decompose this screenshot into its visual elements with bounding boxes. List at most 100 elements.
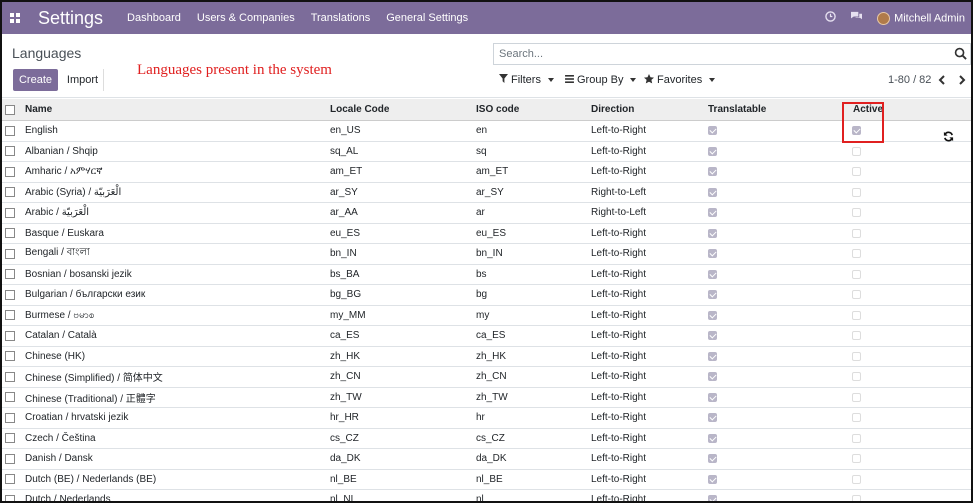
cell-name: Czech / Čeština	[25, 432, 96, 444]
row-select-checkbox[interactable]	[5, 470, 15, 490]
translatable-checkbox	[708, 429, 717, 449]
active-checkbox	[852, 429, 861, 449]
cell-locale-code: zh_TW	[330, 391, 362, 403]
translatable-checkbox	[708, 265, 717, 285]
table-row[interactable]: Dutch (BE) / Nederlands (BE) nl_BE nl_BE Le…	[2, 470, 971, 490]
row-select-checkbox[interactable]	[5, 142, 15, 162]
select-all-checkbox[interactable]	[5, 99, 15, 120]
search-icon[interactable]	[954, 47, 967, 63]
cell-name: Bengali / বাংলা	[25, 247, 90, 259]
app-title[interactable]: Settings	[38, 7, 104, 28]
row-select-checkbox[interactable]	[5, 244, 15, 264]
cell-direction: Left-to-Right	[591, 391, 647, 403]
user-menu[interactable]: Mitchell Admin	[877, 11, 965, 25]
row-select-checkbox[interactable]	[5, 183, 15, 203]
menu-general-settings[interactable]: General Settings	[386, 12, 469, 24]
cell-locale-code: ar_AA	[330, 207, 358, 219]
cell-direction: Left-to-Right	[591, 473, 647, 485]
cell-direction: Right-to-Left	[591, 207, 647, 219]
active-checkbox	[852, 265, 861, 285]
favorites-label: Favorites	[657, 74, 703, 86]
cell-locale-code: sq_AL	[330, 145, 359, 157]
table-row[interactable]: Chinese (Traditional) / 正體字 zh_TW zh_TW Lef…	[2, 388, 971, 408]
cell-direction: Left-to-Right	[591, 371, 647, 383]
row-select-checkbox[interactable]	[5, 326, 15, 346]
column-iso-code[interactable]: ISO code	[476, 104, 520, 115]
cell-locale-code: zh_HK	[330, 350, 361, 362]
row-select-checkbox[interactable]	[5, 449, 15, 469]
table-row[interactable]: Bengali / বাংলা bn_IN bn_IN Left-to-Right	[2, 244, 971, 265]
row-select-checkbox[interactable]	[5, 285, 15, 305]
row-select-checkbox[interactable]	[5, 306, 15, 326]
cell-iso-code: bg	[476, 289, 488, 301]
cell-locale-code: my_MM	[330, 309, 366, 321]
translatable-checkbox	[708, 367, 717, 387]
row-select-checkbox[interactable]	[5, 162, 15, 182]
activity-clock-icon[interactable]	[825, 11, 836, 25]
filters-button[interactable]: Filters	[499, 70, 554, 90]
active-checkbox	[852, 203, 861, 223]
menu-translations[interactable]: Translations	[310, 12, 371, 24]
create-button[interactable]: Create	[13, 69, 58, 91]
search-input[interactable]: Search...	[493, 43, 971, 65]
table-row[interactable]: Croatian / hrvatski jezik hr_HR hr Left-to-…	[2, 408, 971, 429]
cell-locale-code: nl_BE	[330, 473, 357, 485]
messaging-chat-icon[interactable]	[850, 11, 863, 25]
active-checkbox	[852, 490, 861, 501]
table-row[interactable]: English en_US en Left-to-Right	[2, 121, 971, 142]
row-select-checkbox[interactable]	[5, 224, 15, 244]
table-row[interactable]: Albanian / Shqip sq_AL sq Left-to-Right	[2, 142, 971, 162]
column-name[interactable]: Name	[25, 104, 53, 115]
table-row[interactable]: Bosnian / bosanski jezik bs_BA bs Left-to-R…	[2, 265, 971, 285]
table-row[interactable]: Chinese (HK) zh_HK zh_HK Left-to-Right	[2, 347, 971, 367]
table-row[interactable]: Dutch / Nederlands nl_NL nl Left-to-Right	[2, 490, 971, 501]
top-navbar: Settings Dashboard Users & Companies Tra…	[2, 2, 971, 34]
active-checkbox	[852, 285, 861, 305]
cell-iso-code: eu_ES	[476, 227, 507, 239]
row-select-checkbox[interactable]	[5, 265, 15, 285]
table-row[interactable]: Bulgarian / български език bg_BG bg Left-to…	[2, 285, 971, 306]
cell-name: Amharic / አምሃርኛ	[25, 166, 103, 178]
table-row[interactable]: Catalan / Català ca_ES ca_ES Left-to-Right	[2, 326, 971, 347]
cell-locale-code: en_US	[330, 125, 361, 137]
row-select-checkbox[interactable]	[5, 203, 15, 223]
apps-menu-icon[interactable]	[4, 2, 26, 34]
table-row[interactable]: Danish / Dansk da_DK da_DK Left-to-Right	[2, 449, 971, 470]
menu-users-companies[interactable]: Users & Companies	[196, 12, 295, 24]
column-direction[interactable]: Direction	[591, 104, 635, 115]
table-row[interactable]: Arabic / الْعَرَبيّة ar_AA ar Right-to-Left	[2, 203, 971, 224]
cell-locale-code: ar_SY	[330, 186, 358, 198]
row-select-checkbox[interactable]	[5, 388, 15, 408]
translatable-checkbox	[708, 408, 717, 428]
group-by-button[interactable]: Group By	[565, 70, 637, 90]
row-select-checkbox[interactable]	[5, 408, 15, 428]
row-select-checkbox[interactable]	[5, 347, 15, 367]
chevron-down-icon	[630, 78, 637, 82]
row-select-checkbox[interactable]	[5, 490, 15, 501]
row-select-checkbox[interactable]	[5, 367, 15, 387]
table-row[interactable]: Arabic (Syria) / الْعَرَبيّة ar_SY ar_SY Ri…	[2, 183, 971, 203]
active-checkbox	[852, 347, 861, 367]
cell-locale-code: eu_ES	[330, 227, 361, 239]
favorites-button[interactable]: Favorites	[644, 70, 716, 90]
table-row[interactable]: Czech / Čeština cs_CZ cs_CZ Left-to-Right	[2, 429, 971, 449]
menu-dashboard[interactable]: Dashboard	[127, 12, 181, 24]
table-row[interactable]: Basque / Euskara eu_ES eu_ES Left-to-Right	[2, 224, 971, 244]
refresh-icon[interactable]	[943, 129, 954, 147]
row-select-checkbox[interactable]	[5, 429, 15, 449]
column-translatable[interactable]: Translatable	[708, 104, 767, 115]
table-row[interactable]: Burmese / ဗမာစ my_MM my Left-to-Right	[2, 306, 971, 326]
row-select-checkbox[interactable]	[5, 121, 15, 141]
pager-next-icon[interactable]	[954, 70, 970, 90]
import-button[interactable]: Import	[62, 69, 104, 91]
column-locale-code[interactable]: Locale Code	[330, 104, 390, 115]
table-row[interactable]: Amharic / አምሃርኛ am_ET am_ET Left-to-Right	[2, 162, 971, 183]
column-active[interactable]: Active	[853, 104, 884, 115]
translatable-checkbox	[708, 203, 717, 223]
translatable-checkbox	[708, 244, 717, 264]
pager-previous-icon[interactable]	[934, 70, 950, 90]
active-checkbox	[852, 470, 861, 490]
cell-direction: Left-to-Right	[591, 248, 647, 260]
table-row[interactable]: Chinese (Simplified) / 简体中文 zh_CN zh_CN Lef…	[2, 367, 971, 388]
pager-value[interactable]: 1-80 / 82	[888, 74, 932, 86]
